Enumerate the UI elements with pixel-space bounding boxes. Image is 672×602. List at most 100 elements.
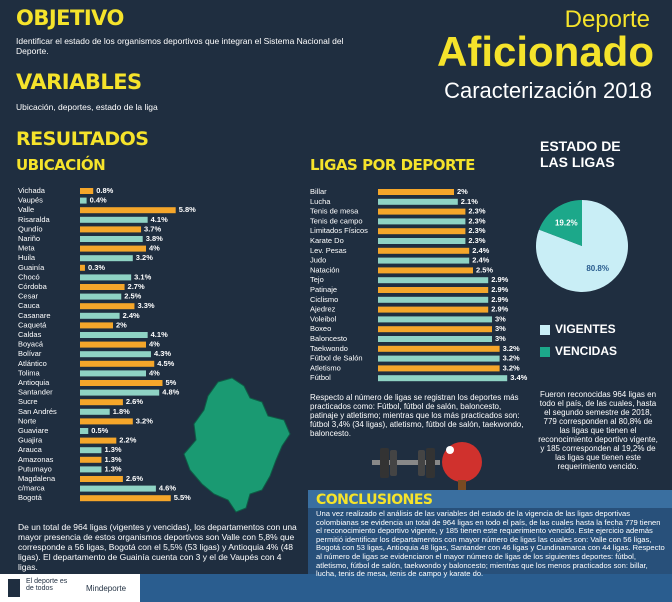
value-label: 1.3% (104, 455, 121, 464)
category-label: Bolívar (18, 349, 42, 358)
category-label: Atletismo (310, 363, 341, 372)
category-label: Norte (18, 416, 36, 425)
bar (80, 428, 89, 434)
value-label: 3% (495, 334, 506, 343)
pie-value-label: 80.8% (586, 264, 609, 273)
value-label: 4.3% (154, 349, 171, 358)
category-label: Fútbol (310, 373, 331, 382)
category-label: Caldas (18, 330, 42, 339)
footer-brand: El deporte es de todos (26, 578, 68, 592)
category-label: Nariño (18, 234, 40, 243)
category-label: Cauca (18, 301, 41, 310)
bar (378, 198, 458, 205)
category-label: Tolima (18, 368, 41, 377)
value-label: 1.3% (104, 445, 121, 454)
bar (80, 370, 146, 377)
category-label: Antioquia (18, 378, 50, 387)
category-label: Amazonas (18, 455, 54, 464)
chart-title: UBICACIÓN (16, 156, 106, 174)
bar (80, 207, 176, 214)
category-label: Santander (18, 388, 53, 397)
category-label: Cesar (18, 292, 39, 301)
bar (378, 238, 466, 244)
value-label: 2.9% (491, 295, 508, 304)
category-label: Magdalena (18, 474, 56, 483)
value-label: 3.2% (503, 344, 520, 353)
bar (378, 257, 470, 264)
conclusions-header (308, 490, 672, 508)
bar (80, 447, 102, 454)
category-label: Vichada (18, 186, 46, 195)
category-label: Ajedrez (310, 305, 336, 314)
bar (80, 284, 125, 290)
bar (80, 341, 146, 348)
value-label: 2% (116, 320, 127, 329)
category-label: Natación (310, 265, 340, 274)
bar (378, 228, 466, 235)
value-label: 2.3% (468, 226, 485, 235)
value-label: 3.3% (137, 301, 154, 310)
value-label: 2.5% (476, 265, 493, 274)
category-label: Risaralda (18, 215, 51, 224)
bar (378, 189, 454, 195)
value-label: 2.7% (128, 282, 145, 291)
category-label: Boyacá (18, 340, 44, 349)
value-label: 2.3% (468, 216, 485, 225)
coat-of-arms (8, 579, 20, 597)
value-label: 4.6% (159, 484, 176, 493)
category-label: Guajira (18, 436, 43, 445)
category-label: Patinaje (310, 285, 337, 294)
bar (80, 380, 163, 386)
conclusions-text: Una vez realizado el análisis de las var… (316, 509, 665, 579)
category-label: Guaviare (18, 426, 48, 435)
category-label: Valle (18, 205, 34, 214)
title-line: Deporte (564, 6, 650, 33)
bar (378, 365, 500, 372)
category-label: Arauca (18, 445, 43, 454)
category-label: Limitados Físicos (310, 226, 368, 235)
category-label: Voleibol (310, 314, 337, 323)
chart-title: LIGAS POR DEPORTE (310, 156, 475, 174)
footer-ministry: Mindeporte (86, 584, 127, 593)
category-label: Ciclismo (310, 295, 338, 304)
value-label: 1.3% (104, 464, 121, 473)
note: Respecto al número de ligas se registran… (310, 393, 524, 438)
value-label: 3.7% (144, 224, 161, 233)
value-label: 2.6% (126, 474, 143, 483)
footer-logo-box (0, 574, 140, 602)
value-label: 0.8% (96, 186, 113, 195)
bar (378, 277, 489, 284)
category-label: Tejo (310, 275, 324, 284)
bar (80, 332, 148, 338)
category-label: Bogotá (18, 493, 43, 502)
bar (80, 437, 117, 444)
value-label: 0.4% (90, 196, 107, 205)
value-label: 4.1% (151, 215, 168, 224)
bar (378, 375, 508, 382)
value-label: 3.4% (510, 373, 527, 382)
bar (378, 208, 466, 215)
value-label: 3.2% (136, 253, 153, 262)
value-label: 0.5% (91, 426, 108, 435)
bar (378, 218, 466, 225)
value-label: 3.1% (134, 272, 151, 281)
value-label: 2.9% (491, 285, 508, 294)
category-label: Karate Do (310, 236, 344, 245)
pie-slice (539, 200, 582, 246)
section-title: OBJETIVO (16, 6, 124, 30)
bar (80, 389, 160, 396)
bar (80, 418, 133, 425)
bar (80, 322, 113, 329)
category-label: Vaupés (18, 196, 43, 205)
bar (80, 408, 110, 415)
bar (80, 264, 85, 271)
category-label: Córdoba (18, 282, 48, 291)
legend-swatch (540, 325, 550, 335)
value-label: 4.5% (157, 359, 174, 368)
bar (80, 245, 146, 252)
category-label: c/marca (18, 484, 46, 493)
bar (80, 274, 132, 281)
category-label: Tenis de campo (310, 216, 363, 225)
value-label: 2.1% (461, 197, 478, 206)
value-label: 2.9% (491, 305, 508, 314)
